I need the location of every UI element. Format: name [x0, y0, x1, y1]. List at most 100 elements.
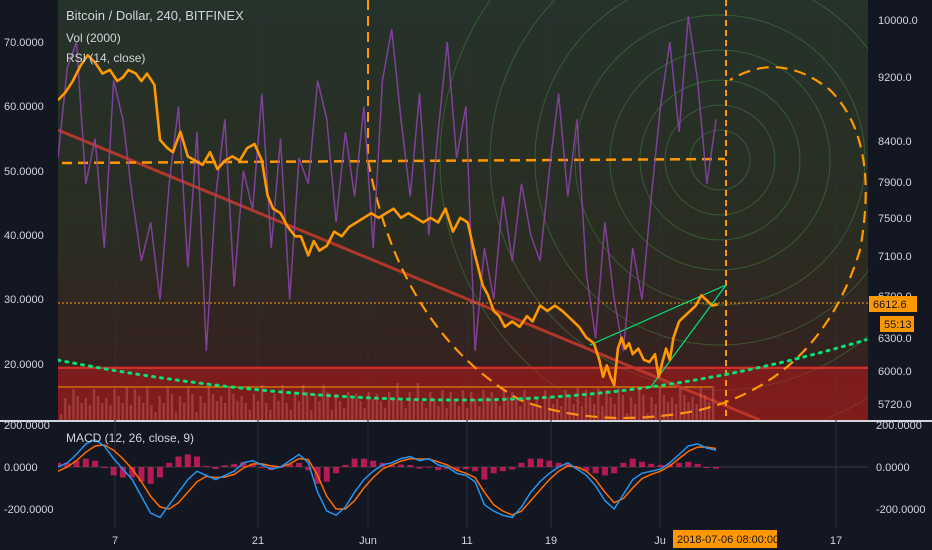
volume-bar-48 — [256, 401, 260, 420]
symbol-title[interactable]: Bitcoin / Dollar, 240, BITFINEX — [66, 8, 244, 23]
time-tick-3: 11 — [461, 535, 472, 547]
macd-hist-bar-68 — [685, 461, 692, 467]
macd-hist-bar-37 — [397, 464, 404, 467]
volume-bar-56 — [289, 410, 292, 420]
volume-bar-133 — [605, 390, 608, 420]
time-tick-0: 7 — [112, 535, 118, 547]
right-price-axis[interactable]: 10000.09200.08400.07900.07500.07100.0670… — [876, 15, 926, 516]
volume-bar-23 — [154, 412, 157, 420]
volume-bar-9 — [96, 396, 100, 420]
right-tick-8: 6000.0 — [878, 366, 912, 378]
dotted-moving-average — [58, 338, 868, 402]
rsi-line — [58, 16, 717, 352]
volume-bar-29 — [178, 396, 182, 420]
volume-bar-123 — [564, 390, 567, 420]
volume-bar-41 — [228, 387, 231, 420]
volume-bar-126 — [576, 388, 579, 420]
volume-bar-40 — [224, 403, 227, 420]
volume-bar-85 — [408, 392, 411, 420]
volume-bar-118 — [543, 390, 547, 420]
time-axis[interactable]: 7 21 Jun 11 19 Ju 17 — [112, 535, 842, 547]
volume-bar-82 — [396, 383, 399, 420]
vol-legend[interactable]: Vol (2000) — [66, 31, 121, 45]
macd-right-tick-1: 0.0000 — [876, 462, 910, 474]
macd-hist-bar-27 — [305, 467, 312, 471]
volume-bar-42 — [232, 394, 235, 420]
volume-bar-8 — [92, 389, 96, 420]
macd-legend[interactable]: MACD (12, 26, close, 9) — [66, 431, 194, 445]
macd-hist-bar-71 — [713, 467, 720, 469]
macd-hist-bar-67 — [676, 462, 683, 467]
crosshair-date-bg — [673, 530, 777, 548]
macd-hist-bar-58 — [592, 467, 599, 474]
macd-hist-bar-52 — [537, 458, 544, 467]
macd-hist-bar-50 — [518, 462, 525, 467]
macd-hist-bar-49 — [509, 467, 516, 470]
volume-bar-77 — [375, 394, 379, 420]
volume-bar-30 — [183, 403, 186, 420]
macd-hist-bar-65 — [657, 464, 664, 467]
volume-bar-102 — [478, 406, 481, 420]
macd-hist-bar-43 — [453, 467, 460, 471]
left-tick-0: 70.0000 — [4, 37, 44, 49]
macd-right-tick-2: -200.0000 — [876, 504, 926, 516]
volume-bar-114 — [527, 397, 530, 420]
macd-hist-bar-25 — [286, 463, 293, 467]
volume-bar-68 — [338, 401, 342, 420]
volume-bar-122 — [560, 406, 563, 420]
volume-bar-156 — [699, 388, 702, 420]
volume-bar-152 — [683, 395, 686, 420]
volume-bar-154 — [691, 397, 694, 420]
right-tick-7: 6300.0 — [878, 333, 912, 345]
left-axis[interactable]: 70.0000 60.0000 50.0000 40.0000 30.0000 20.00… — [4, 37, 54, 516]
volume-bar-79 — [383, 408, 387, 420]
dashed-projection-arc — [366, 66, 867, 420]
volume-bar-18 — [133, 389, 137, 420]
volume-bar-49 — [260, 385, 264, 420]
volume-bar-94 — [445, 408, 448, 420]
macd-hist-bar-15 — [194, 456, 201, 467]
fib-circle-7 — [439, 0, 868, 420]
volume-bar-26 — [166, 387, 169, 420]
macd-hist-bar-17 — [212, 467, 219, 470]
volume-bar-116 — [535, 399, 538, 420]
price-badge-bg — [869, 296, 917, 312]
macd-hist-bar-48 — [499, 467, 506, 472]
volume-bar-70 — [347, 392, 350, 420]
volume-bar-93 — [441, 390, 444, 420]
macd-hist-bar-62 — [629, 458, 636, 467]
volume-bar-147 — [662, 395, 666, 420]
volume-bar-55 — [285, 403, 288, 420]
macd-hist-bar-69 — [694, 463, 701, 467]
volume-bar-17 — [129, 405, 133, 420]
rsi-legend[interactable]: RSI (14, close) — [66, 51, 145, 65]
volume-bar-125 — [572, 404, 575, 420]
volume-bar-149 — [670, 397, 674, 420]
macd-hist-bar-16 — [203, 465, 210, 467]
volume-bar-72 — [355, 394, 358, 420]
volume-bar-140 — [634, 404, 637, 420]
volume-bar-60 — [306, 392, 309, 420]
volume-bar-54 — [281, 385, 284, 420]
volume-bar-73 — [359, 401, 362, 420]
volume-bar-51 — [269, 410, 272, 420]
volume-bar-25 — [162, 403, 165, 420]
macd-hist-bar-13 — [175, 456, 182, 467]
volume-bar-10 — [101, 403, 104, 420]
volume-bar-141 — [638, 388, 641, 420]
volume-bar-113 — [523, 390, 526, 420]
volume-bar-139 — [629, 397, 633, 420]
macd-hist-bar-29 — [323, 467, 330, 482]
volume-bar-145 — [654, 404, 657, 420]
volume-bar-63 — [318, 401, 321, 420]
volume-bar-74 — [363, 408, 366, 420]
left-tick-4: 30.0000 — [4, 294, 44, 306]
volume-bar-104 — [486, 397, 489, 420]
macd-hist-bar-63 — [638, 461, 645, 467]
macd-hist-bar-46 — [481, 467, 488, 480]
volume-bar-120 — [552, 404, 555, 420]
volume-bar-39 — [219, 396, 223, 420]
volume-bar-135 — [613, 404, 616, 420]
volume-bar-64 — [322, 385, 325, 420]
